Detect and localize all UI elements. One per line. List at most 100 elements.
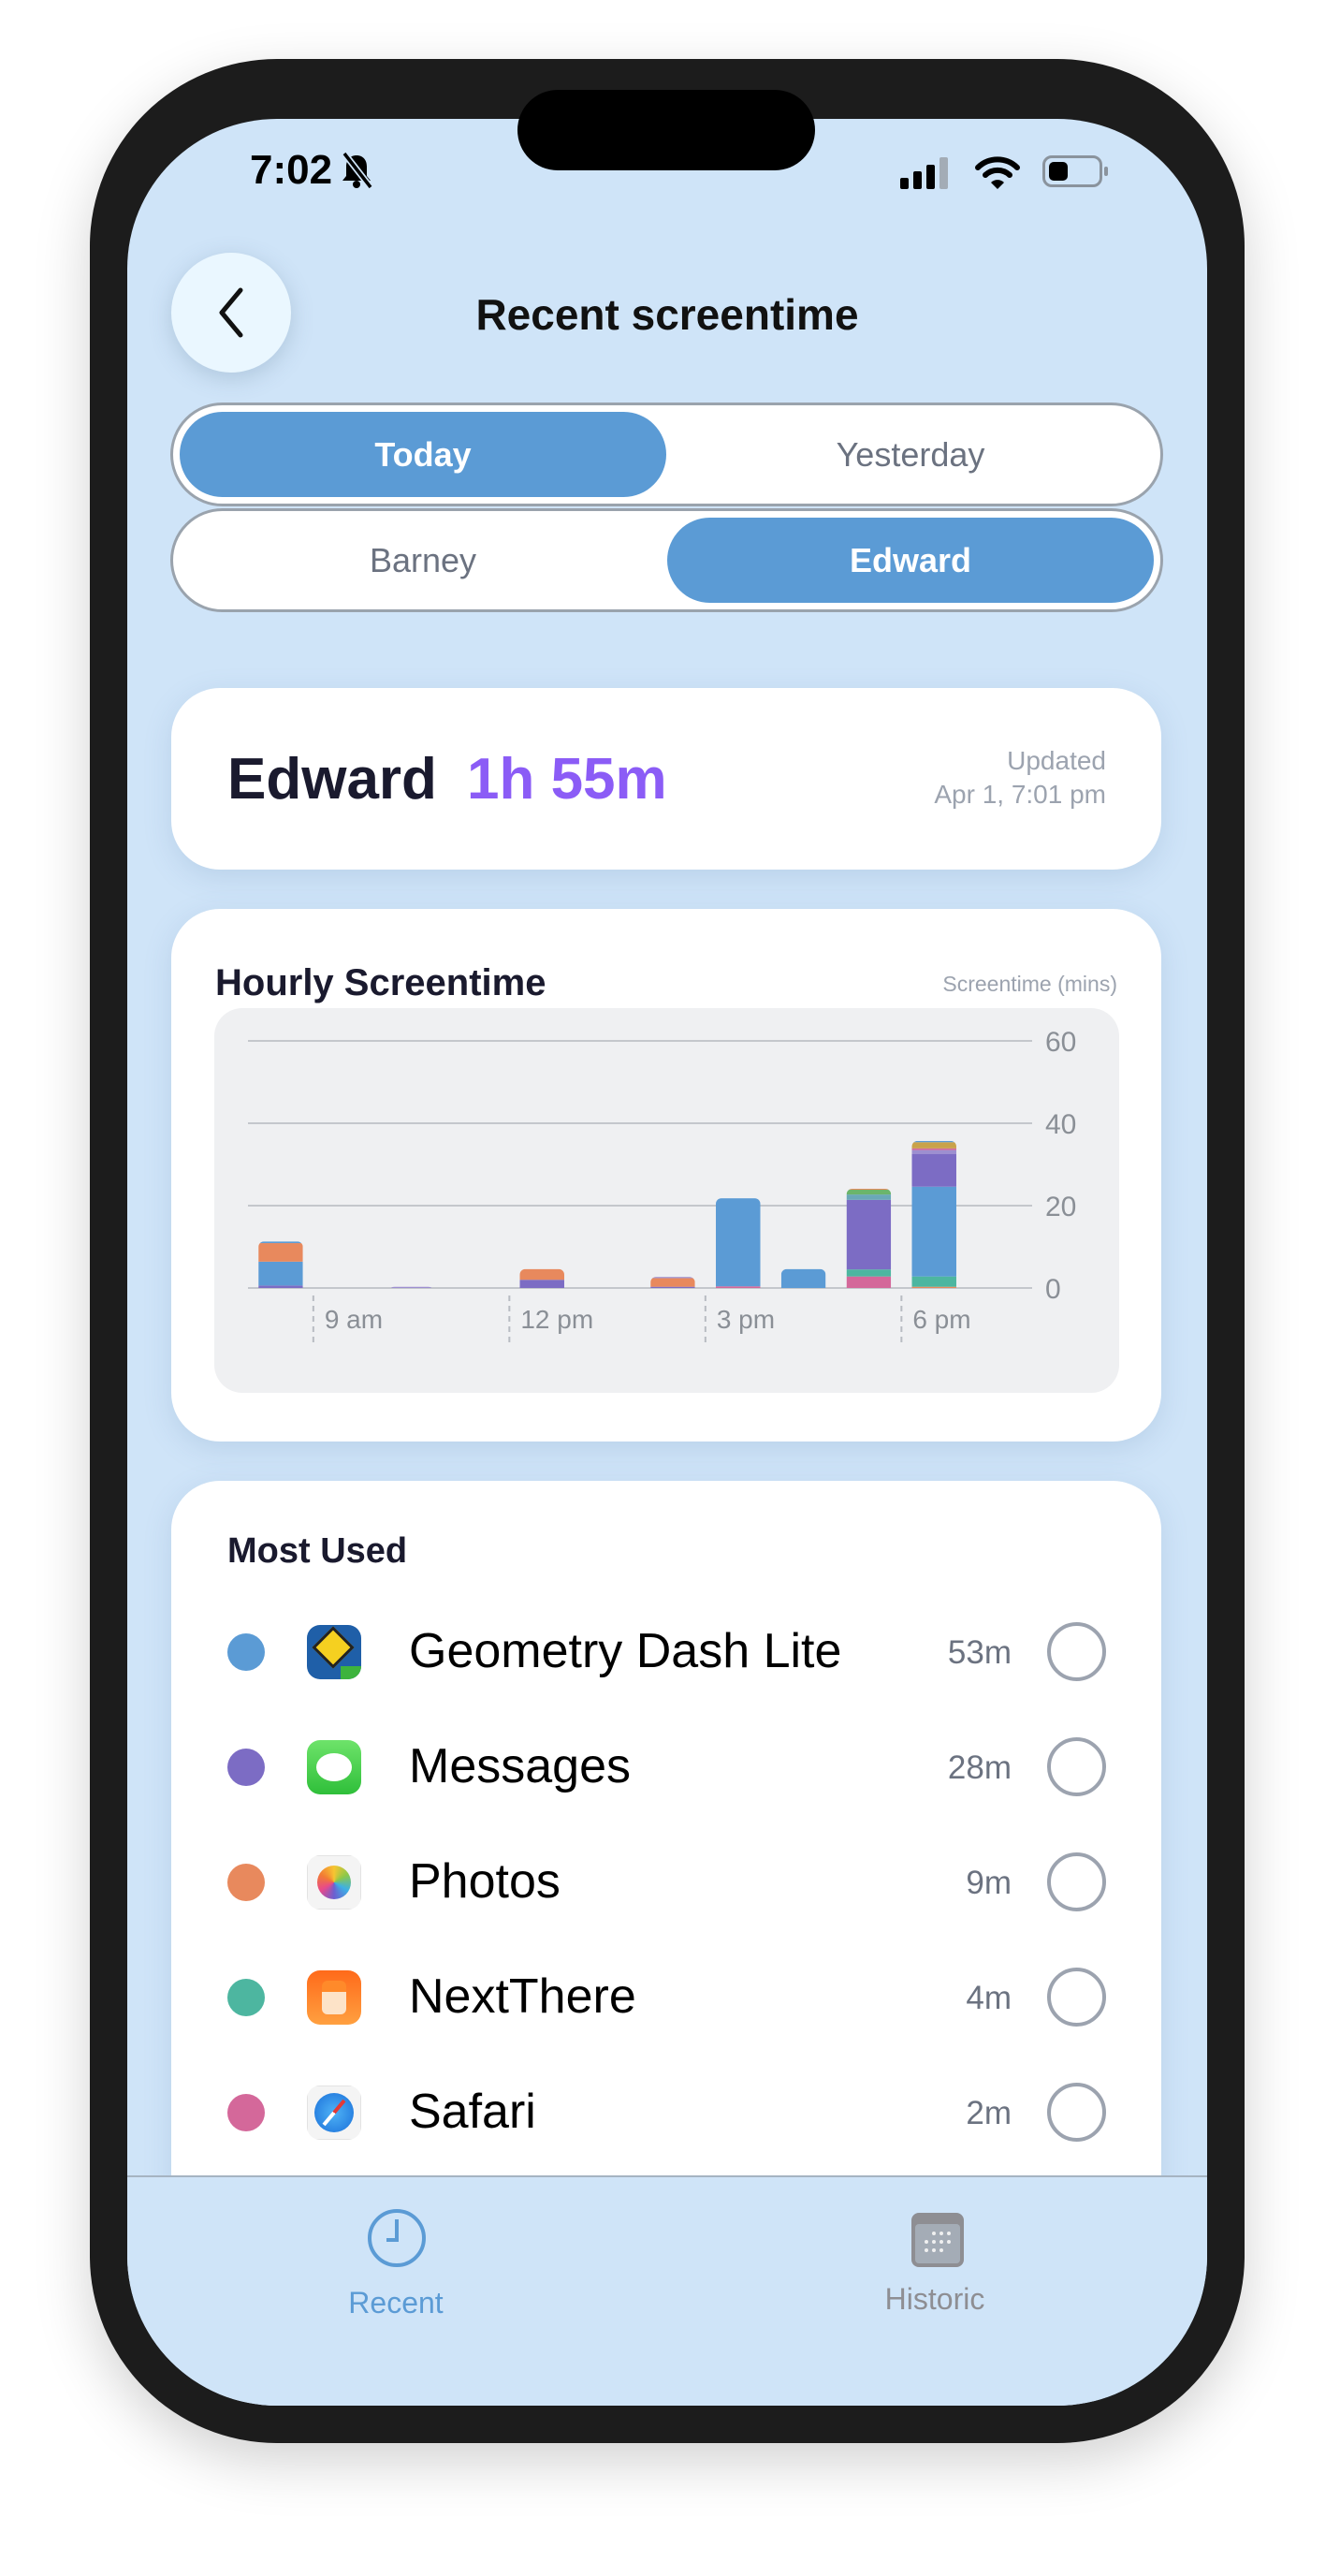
chevron-left-icon [219, 287, 243, 338]
x-tick-label: 6 pm [912, 1305, 970, 1334]
bar-segment [846, 1276, 892, 1288]
bar-segment [911, 1276, 956, 1287]
bar-segment [846, 1269, 892, 1277]
app-select-checkbox[interactable] [1047, 1852, 1106, 1911]
bar-segment [258, 1261, 303, 1286]
tab-bar: Recent Historic [127, 2175, 1207, 2406]
hourly-card: Hourly Screentime Screentime (mins) 0 20 4… [171, 909, 1161, 1442]
app-row[interactable]: NextThere 4m [171, 1946, 1161, 2049]
signal-icon [900, 157, 948, 189]
app-select-checkbox[interactable] [1047, 2083, 1106, 2142]
app-time: 2m [966, 2095, 1012, 2131]
app-row[interactable]: Messages 28m [171, 1716, 1161, 1819]
bar-segment [519, 1268, 564, 1281]
bar-segment [650, 1278, 695, 1287]
app-color-dot [227, 1864, 265, 1901]
bar-segment [846, 1194, 892, 1200]
app-time: 4m [966, 1980, 1012, 2016]
day-option-today[interactable]: Today [180, 412, 666, 497]
app-name: NextThere [409, 1969, 636, 2024]
bar-segment [846, 1189, 892, 1195]
y-tick-label: 20 [1045, 1192, 1076, 1222]
chart-area: 0 20 40 60 9 am 12 pm 3 pm 6 pm [214, 1008, 1119, 1393]
app-select-checkbox[interactable] [1047, 1737, 1106, 1796]
messages-icon [307, 1740, 361, 1794]
bar-segment [911, 1140, 956, 1143]
status-time: 7:02 [250, 147, 333, 193]
app-name: Geometry Dash Lite [409, 1624, 842, 1678]
screen: 7:02 Recent screentime Today Yesterday B… [127, 119, 1207, 2406]
bell-slash-icon [342, 152, 373, 189]
bar-segment [911, 1186, 956, 1277]
day-toggle: Today Yesterday [170, 402, 1163, 506]
person-option-edward[interactable]: Edward [667, 518, 1154, 603]
person-toggle: Barney Edward [170, 508, 1163, 612]
bar-segment [780, 1268, 826, 1288]
bar-segment [846, 1188, 892, 1190]
person-option-barney[interactable]: Barney [369, 540, 477, 579]
summary-card: Edward 1h 55m Updated Apr 1, 7:01 pm [171, 688, 1161, 870]
tab-recent[interactable]: Recent [302, 2196, 489, 2320]
app-name: Photos [409, 1854, 561, 1909]
bar-segment [911, 1286, 956, 1288]
hourly-title: Hourly Screentime [215, 962, 546, 1003]
y-tick-label: 0 [1045, 1274, 1061, 1305]
app-row[interactable]: Photos 9m [171, 1831, 1161, 1934]
nextthere-icon [307, 1970, 361, 2025]
unit-label: Screentime (mins) [942, 972, 1117, 996]
y-tick-label: 40 [1045, 1109, 1076, 1140]
app-color-dot [227, 1633, 265, 1671]
bar-segment [911, 1149, 956, 1154]
safari-icon [307, 2086, 361, 2140]
bar-segment [846, 1199, 892, 1270]
y-tick-label: 60 [1045, 1027, 1076, 1058]
most-used-card: Most Used Geometry Dash Lite 53m Messages 2… [171, 1481, 1161, 2230]
app-select-checkbox[interactable] [1047, 1622, 1106, 1681]
app-color-dot [227, 2094, 265, 2131]
x-tick-label: 9 am [325, 1305, 383, 1334]
wifi-icon [975, 156, 1020, 189]
clock-icon [368, 2209, 426, 2267]
app-row[interactable]: Geometry Dash Lite 53m [171, 1601, 1161, 1704]
bar-segment [911, 1148, 956, 1150]
app-time: 9m [966, 1865, 1012, 1901]
bar-segment [716, 1198, 761, 1287]
page-title: Recent screentime [475, 290, 859, 339]
bar-segment [911, 1154, 956, 1187]
app-name: Messages [409, 1739, 631, 1793]
photos-icon [307, 1855, 361, 1910]
app-row[interactable]: Safari 2m [171, 2061, 1161, 2164]
updated-label: Updated [1007, 746, 1106, 775]
tab-historic[interactable]: Historic [841, 2196, 1028, 2316]
back-button[interactable] [171, 253, 291, 373]
app-color-dot [227, 1979, 265, 2016]
app-time: 53m [947, 1634, 1012, 1671]
day-option-yesterday[interactable]: Yesterday [836, 434, 985, 474]
updated-time: Apr 1, 7:01 pm [934, 780, 1106, 809]
app-color-dot [227, 1749, 265, 1786]
battery-icon [1042, 155, 1108, 187]
geometry-dash-icon [307, 1625, 361, 1679]
tab-recent-label: Recent [348, 2286, 444, 2320]
dynamic-island [517, 90, 815, 170]
bar-segment [258, 1241, 303, 1244]
most-used-title: Most Used [227, 1531, 408, 1571]
calendar-icon [911, 2213, 964, 2267]
bar-segment [258, 1285, 303, 1288]
bar-segment [258, 1243, 303, 1262]
bar-segment [911, 1142, 956, 1149]
app-name: Safari [409, 2085, 536, 2139]
person-name: Edward [227, 747, 437, 812]
x-tick-label: 12 pm [520, 1305, 593, 1334]
tab-historic-label: Historic [884, 2282, 985, 2316]
bar-segment [519, 1280, 564, 1288]
bar-segment [650, 1286, 695, 1288]
hourly-bar-chart: 0 20 40 60 9 am 12 pm 3 pm 6 pm [248, 1027, 1076, 1342]
app-time: 28m [947, 1749, 1012, 1786]
total-screentime: 1h 55m [467, 747, 667, 812]
bar-segment [650, 1277, 695, 1279]
bar-segment [388, 1286, 434, 1288]
x-tick-label: 3 pm [717, 1305, 775, 1334]
bar-segment [716, 1286, 761, 1288]
app-select-checkbox[interactable] [1047, 1968, 1106, 2027]
